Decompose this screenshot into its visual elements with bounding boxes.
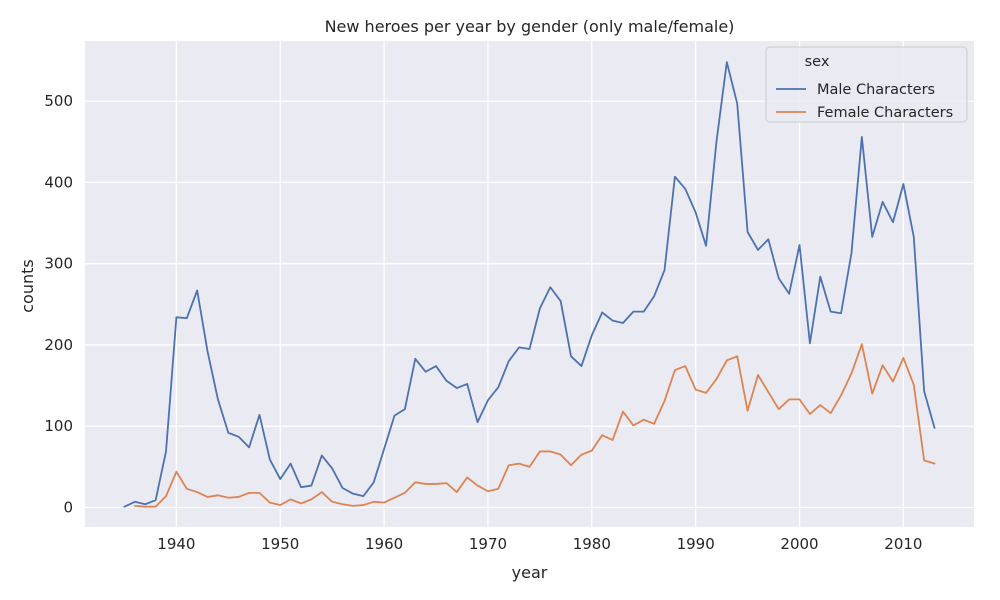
legend: sex Male Characters Female Characters (765, 46, 968, 123)
y-tick-label: 300 (44, 255, 73, 273)
x-tick-label: 2000 (780, 535, 818, 553)
grid-lines (85, 41, 974, 527)
y-axis-label: counts (18, 259, 37, 312)
legend-label-1: Female Characters (817, 105, 953, 121)
series-line-0 (123, 61, 936, 508)
y-axis-ticks: 0 100 200 300 400 500 (44, 92, 73, 516)
x-tick-label: 1970 (469, 535, 507, 553)
legend-label-0: Male Characters (817, 82, 935, 98)
y-tick-label: 200 (44, 336, 73, 354)
x-tick-label: 1950 (261, 535, 299, 553)
y-tick-label: 100 (44, 417, 73, 435)
x-tick-label: 2010 (884, 535, 922, 553)
x-tick-label: 1960 (365, 535, 403, 553)
series-lines (123, 61, 936, 508)
x-axis-ticks: 1940 1950 1960 1970 1980 1990 2000 2010 (157, 535, 922, 553)
chart-title: New heroes per year by gender (only male… (325, 17, 735, 36)
y-tick-label: 400 (44, 173, 73, 191)
x-tick-label: 1940 (157, 535, 195, 553)
x-tick-label: 1980 (573, 535, 611, 553)
x-axis-label: year (512, 563, 548, 582)
series-line-1 (133, 343, 936, 508)
y-tick-label: 0 (63, 498, 73, 516)
legend-box (765, 46, 968, 123)
y-tick-label: 500 (44, 92, 73, 110)
legend-title: sex (805, 54, 830, 70)
x-tick-label: 1990 (677, 535, 715, 553)
